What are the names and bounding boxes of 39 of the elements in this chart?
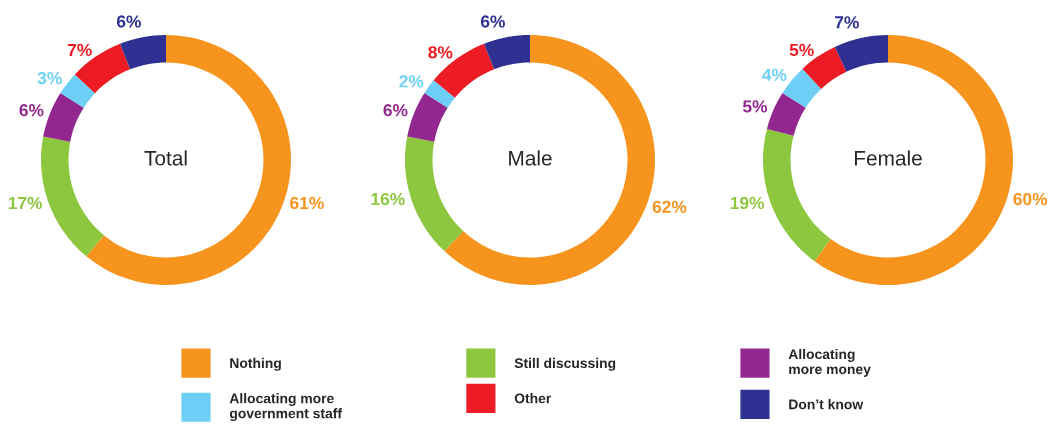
donut-slice (483, 35, 530, 70)
data-label: 8% (428, 46, 453, 59)
donut-slice (814, 35, 1013, 285)
data-label: 5% (742, 100, 768, 113)
data-label: 4% (762, 68, 787, 81)
data-label: 62% (652, 200, 687, 213)
data-label: 7% (835, 16, 859, 29)
data-label: 6% (19, 104, 44, 117)
donut-slice (41, 136, 104, 257)
donut-slice (43, 93, 84, 142)
text: Total (144, 150, 187, 166)
legend-label: Still discussing (514, 357, 616, 371)
legend-label: Allocating more money (788, 348, 871, 377)
donut-slice (407, 93, 448, 142)
donut-slice (119, 35, 166, 70)
data-label: 6% (480, 15, 505, 28)
text: Male (509, 150, 552, 166)
donut-slice (405, 136, 464, 252)
donut-slice (834, 35, 888, 72)
text: Female (854, 150, 922, 166)
data-label: 3% (37, 71, 62, 85)
donut-slice (424, 80, 455, 108)
legend-label: Allocating more government staff (229, 393, 343, 422)
data-label: 17% (8, 196, 43, 210)
donut-slice (763, 128, 831, 262)
legend-label: Other (514, 393, 552, 404)
donut-slice (766, 93, 806, 136)
data-label: 61% (290, 196, 324, 210)
legend-label: Don’t know (789, 399, 864, 410)
data-label: 6% (116, 15, 141, 28)
data-label: 5% (789, 43, 814, 57)
legend-label: Nothing (230, 357, 281, 371)
data-label: 2% (399, 75, 424, 88)
data-label: 7% (67, 43, 92, 57)
data-label: 60% (1013, 192, 1048, 206)
data-label: 6% (383, 104, 408, 117)
data-label: 16% (371, 192, 405, 206)
donut-slice (60, 74, 95, 108)
data-label: 19% (730, 196, 765, 210)
